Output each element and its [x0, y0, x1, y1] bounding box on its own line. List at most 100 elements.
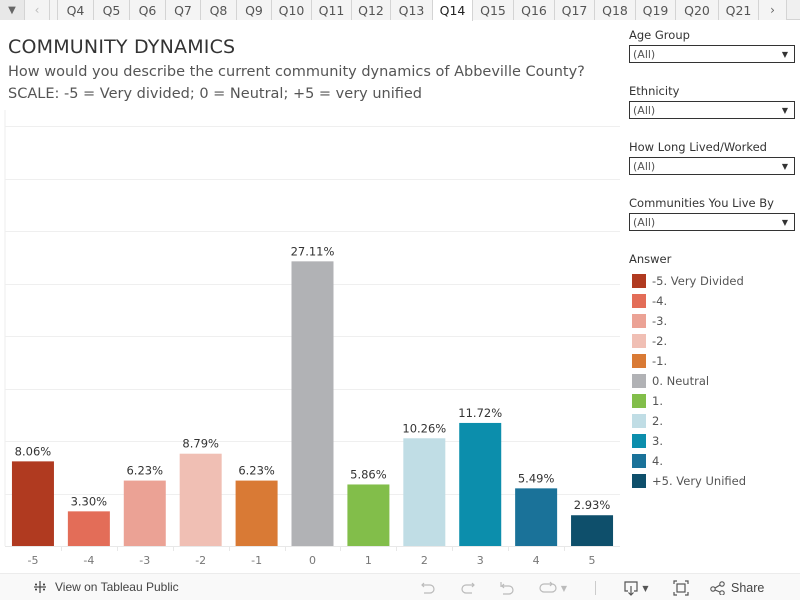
chevron-left-icon: ‹: [34, 3, 40, 17]
legend-item[interactable]: -4.: [629, 291, 795, 311]
x-tick-label: -4: [83, 554, 94, 567]
tab-q4[interactable]: Q4: [58, 0, 94, 20]
tab-q8[interactable]: Q8: [201, 0, 237, 20]
tab-q21[interactable]: Q21: [719, 0, 759, 20]
bar-value-label: 8.79%: [182, 437, 219, 451]
legend-item[interactable]: -3.: [629, 311, 795, 331]
tab-q16[interactable]: Q16: [514, 0, 555, 20]
revert-button[interactable]: [497, 579, 517, 597]
tab-scroll-left-button[interactable]: ‹: [25, 0, 50, 20]
fullscreen-button[interactable]: [672, 579, 690, 597]
question-text: How would you describe the current commu…: [8, 64, 585, 80]
bar-value-label: 2.93%: [574, 498, 611, 512]
refresh-button[interactable]: ▼: [535, 579, 571, 597]
view-on-tableau-public-link[interactable]: View on Tableau Public: [32, 579, 179, 595]
legend-label: -4.: [652, 294, 668, 308]
filter-communities-you-live-by: Communities You Live By (All) ▼: [629, 196, 795, 231]
bar-value-label: 6.23%: [238, 464, 275, 478]
filter-value: (All): [633, 215, 656, 229]
tab-q10[interactable]: Q10: [272, 0, 312, 20]
tab-q13[interactable]: Q13: [391, 0, 433, 20]
tab-menu-button[interactable]: ▼: [0, 0, 25, 20]
tab-q17[interactable]: Q17: [555, 0, 595, 20]
tab-q18[interactable]: Q18: [595, 0, 636, 20]
filter-value: (All): [633, 47, 656, 61]
x-tick-label: 1: [365, 554, 372, 567]
x-tick-label: -5: [27, 554, 38, 567]
legend-label: -3.: [652, 314, 668, 328]
legend-item[interactable]: 4.: [629, 451, 795, 471]
legend-label: -5. Very Divided: [652, 274, 744, 288]
filter-dropdown-how-long-lived-worked[interactable]: (All) ▼: [629, 157, 795, 175]
share-button[interactable]: Share: [710, 579, 764, 597]
bar-0[interactable]: [291, 261, 334, 546]
bar-5[interactable]: [571, 515, 614, 546]
x-tick-label: -1: [251, 554, 262, 567]
tab-scroll-right-button[interactable]: ›: [759, 0, 787, 20]
view-on-tableau-label: View on Tableau Public: [55, 580, 179, 594]
legend-swatch: [632, 414, 646, 428]
tab-q14[interactable]: Q14: [433, 0, 473, 21]
legend-swatch: [632, 334, 646, 348]
legend-item[interactable]: 0. Neutral: [629, 371, 795, 391]
answer-legend: Answer -5. Very Divided -4. -3. -2. -1. 0. Ne…: [629, 252, 795, 491]
redo-button[interactable]: [458, 579, 478, 597]
bar--3[interactable]: [123, 480, 166, 546]
filter-value: (All): [633, 103, 656, 117]
legend-item[interactable]: -5. Very Divided: [629, 271, 795, 291]
legend-item[interactable]: 1.: [629, 391, 795, 411]
tab-q7[interactable]: Q7: [166, 0, 201, 20]
legend-item[interactable]: 3.: [629, 431, 795, 451]
bar--2[interactable]: [179, 453, 222, 546]
bar--5[interactable]: [11, 461, 54, 546]
legend-swatch: [632, 314, 646, 328]
tab-q19[interactable]: Q19: [636, 0, 676, 20]
filter-label: How Long Lived/Worked: [629, 140, 767, 154]
download-button[interactable]: ▼: [621, 579, 651, 597]
bar-3[interactable]: [459, 422, 502, 546]
filter-dropdown-age-group[interactable]: (All) ▼: [629, 45, 795, 63]
redo-icon: [461, 582, 475, 594]
legend-item[interactable]: 2.: [629, 411, 795, 431]
tab-q15[interactable]: Q15: [473, 0, 514, 20]
bar-1[interactable]: [347, 484, 390, 546]
page-title: COMMUNITY DYNAMICS: [8, 36, 236, 58]
tab-q11[interactable]: Q11: [312, 0, 352, 20]
x-tick-label: 3: [477, 554, 484, 567]
toolbar-divider: [595, 581, 596, 595]
filter-how-long-lived-worked: How Long Lived/Worked (All) ▼: [629, 140, 795, 175]
share-icon: [710, 581, 725, 595]
legend-label: +5. Very Unified: [652, 474, 747, 488]
filter-dropdown-communities-you-live-by[interactable]: (All) ▼: [629, 213, 795, 231]
download-icon: [624, 581, 639, 596]
tab-q20[interactable]: Q20: [676, 0, 719, 20]
legend-label: 1.: [652, 394, 663, 408]
bar--1[interactable]: [235, 480, 278, 546]
legend-swatch: [632, 374, 646, 388]
bar-2[interactable]: [403, 438, 446, 546]
filter-dropdown-ethnicity[interactable]: (All) ▼: [629, 101, 795, 119]
tab-q6[interactable]: Q6: [130, 0, 166, 20]
legend-item[interactable]: -1.: [629, 351, 795, 371]
bar-value-label: 3.30%: [71, 494, 108, 508]
tab-q12[interactable]: Q12: [352, 0, 391, 20]
legend-item[interactable]: -2.: [629, 331, 795, 351]
bar-chart: 8.06% -5 3.30% -4 6.23% -3 8.79% -2 6.23% -1 27.11…: [4, 110, 620, 567]
filter-label: Ethnicity: [629, 84, 680, 98]
revert-icon: [500, 582, 514, 595]
bar--4[interactable]: [67, 511, 110, 546]
x-tick-label: 0: [309, 554, 316, 567]
bar-4[interactable]: [515, 488, 558, 546]
tab-q5[interactable]: Q5: [94, 0, 130, 20]
scale-description: SCALE: -5 = Very divided; 0 = Neutral; +…: [8, 86, 423, 102]
tab-q9[interactable]: Q9: [237, 0, 272, 20]
bar-value-label: 10.26%: [402, 421, 446, 435]
refresh-icon: [539, 581, 557, 593]
filter-age-group: Age Group (All) ▼: [629, 28, 795, 63]
legend-swatch: [632, 394, 646, 408]
x-tick-label: 2: [421, 554, 428, 567]
tab-list: Q4 Q5 Q6 Q7 Q8 Q9 Q10 Q11 Q12 Q13 Q14 Q15 Q16 Q17 Q18 Q…: [58, 0, 759, 21]
chevron-right-icon: ›: [770, 3, 775, 17]
undo-button[interactable]: [418, 579, 438, 597]
legend-item[interactable]: +5. Very Unified: [629, 471, 795, 491]
